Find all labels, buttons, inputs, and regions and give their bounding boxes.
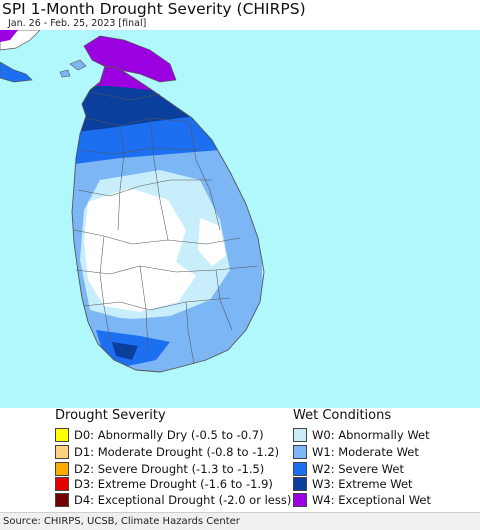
legend-item-d1: D1: Moderate Drought (-0.8 to -1.2) [55,444,279,460]
district-borders [73,91,259,365]
swatch-w1 [293,445,307,459]
legend-item-w1: W1: Moderate Wet [293,444,419,460]
legend-item-d2: D2: Severe Drought (-1.3 to -1.5) [55,461,264,477]
legend-label-d1: D1: Moderate Drought (-0.8 to -1.2) [74,445,280,459]
legend-item-w4: W4: Exceptional Wet [293,492,431,508]
swatch-w3 [293,477,307,491]
source-footer: Source: CHIRPS, UCSB, Climate Hazards Ce… [0,512,480,530]
legend-label-d3: D3: Extreme Drought (-1.6 to -1.9) [74,477,273,491]
map-title: SPI 1-Month Drought Severity (CHIRPS) [2,0,306,18]
map-subtitle: Jan. 26 - Feb. 25, 2023 [final] [6,18,149,29]
legend-item-w3: W3: Extreme Wet [293,476,413,492]
legend-label-w1: W1: Moderate Wet [312,445,419,459]
swatch-d2 [55,462,69,476]
swatch-w4 [293,493,307,507]
legend-label-w3: W3: Extreme Wet [312,477,413,491]
wet-legend-title: Wet Conditions [293,408,392,423]
swatch-d0 [55,428,69,442]
legend-label-w2: W2: Severe Wet [312,462,404,476]
swatch-d3 [55,477,69,491]
legend-label-d2: D2: Severe Drought (-1.3 to -1.5) [74,462,265,476]
northern-peninsula [83,35,177,83]
swatch-d4 [55,493,69,507]
legend-item-w0: W0: Abnormally Wet [293,427,430,443]
legend-label-d0: D0: Abnormally Dry (-0.5 to -0.7) [74,428,264,442]
legend-item-d3: D3: Extreme Drought (-1.6 to -1.9) [55,476,273,492]
swatch-w0 [293,428,307,442]
legend-label-w4: W4: Exceptional Wet [312,493,431,507]
swatch-w2 [293,462,307,476]
india-wet-patch [0,30,18,42]
legend-label-w0: W0: Abnormally Wet [312,428,430,442]
india-coast-south [0,61,33,83]
drought-legend-title: Drought Severity [55,408,166,423]
legend-item-d4: D4: Exceptional Drought (-2.0 or less) [55,492,291,508]
drought-map [0,30,480,408]
northern-islet [69,59,87,71]
island-outline [71,65,265,373]
legend-item-w2: W2: Severe Wet [293,461,404,477]
swatch-d1 [55,445,69,459]
legend-label-d4: D4: Exceptional Drought (-2.0 or less) [74,493,292,507]
northern-islet-2 [59,69,71,78]
legend-item-d0: D0: Abnormally Dry (-0.5 to -0.7) [55,427,264,443]
